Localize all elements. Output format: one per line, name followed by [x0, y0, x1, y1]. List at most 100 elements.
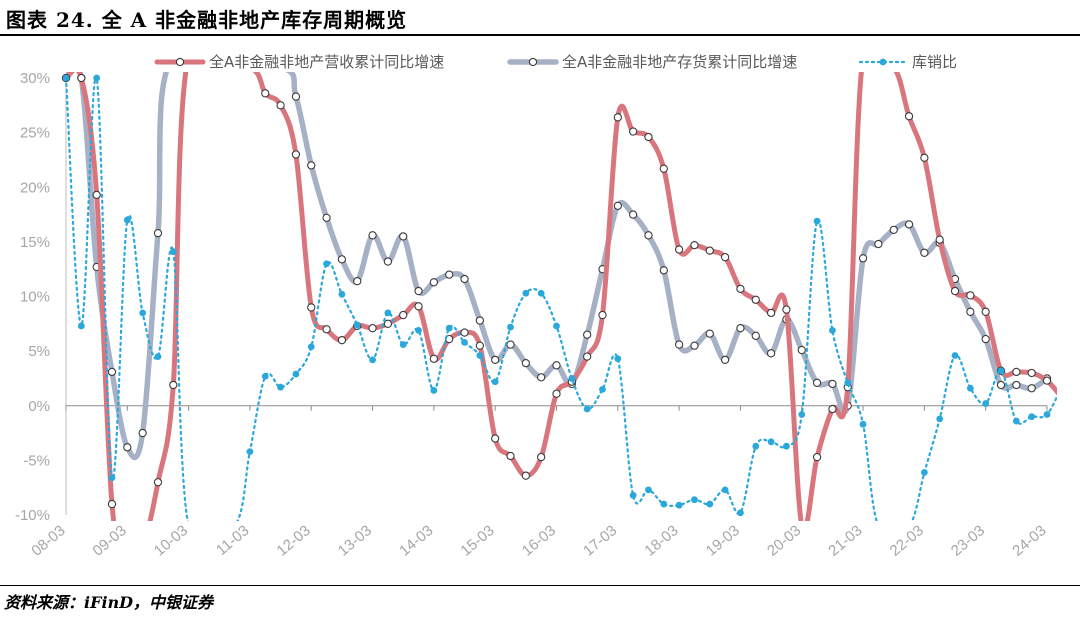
inventory-point — [337, 255, 347, 264]
inventory-point — [920, 248, 929, 257]
ratio-point — [752, 442, 760, 450]
revenue-point — [644, 132, 653, 142]
ratio-point — [553, 322, 560, 330]
inventory-point — [644, 231, 653, 240]
x-tick-label: 08-03 — [28, 522, 68, 560]
series-revenue — [61, 72, 1057, 521]
revenue-point — [153, 478, 163, 487]
inventory-point — [491, 355, 500, 365]
revenue-point — [537, 452, 546, 462]
ratio-point — [997, 367, 1005, 375]
legend-item-revenue: 全A非金融非地产营收累计同比增速 — [154, 53, 444, 71]
inventory-point — [107, 367, 117, 377]
ratio-point — [813, 217, 821, 225]
revenue-point — [1027, 368, 1036, 378]
revenue-point — [782, 305, 791, 314]
x-tick-label: 09-03 — [90, 522, 130, 560]
y-tick-label: 25% — [20, 125, 50, 142]
revenue-point — [445, 334, 454, 344]
inventory-point — [874, 239, 883, 249]
ratio-point — [139, 309, 147, 317]
ratio-point — [614, 355, 622, 363]
inventory-point — [797, 345, 806, 355]
revenue-point — [828, 404, 837, 414]
x-tick-label: 10-03 — [151, 522, 191, 560]
revenue-point — [429, 354, 439, 363]
ratio-point — [920, 468, 928, 476]
ratio-point — [966, 384, 974, 392]
inventory-point — [889, 225, 898, 235]
y-tick-label: -5% — [23, 452, 50, 469]
inventory-point — [1012, 380, 1021, 390]
ratio-point — [399, 341, 407, 348]
inventory-point — [705, 329, 714, 338]
inventory-point — [445, 270, 454, 279]
inventory-point — [138, 428, 147, 438]
revenue-point — [705, 246, 714, 255]
ratio-point — [844, 379, 852, 387]
y-tick-label: 5% — [28, 343, 50, 360]
ratio-point — [691, 496, 698, 504]
ratio-point — [507, 323, 514, 331]
ratio-point — [537, 289, 545, 297]
revenue-point — [107, 499, 117, 509]
ratio-point — [154, 353, 162, 360]
revenue-point — [552, 389, 561, 398]
ratio-point — [829, 326, 836, 334]
inventory-point — [307, 161, 316, 170]
revenue-point — [613, 113, 622, 122]
inventory-point — [736, 324, 745, 333]
revenue-point — [261, 89, 270, 98]
inventory-point — [552, 361, 561, 370]
x-tick-label: 17-03 — [580, 522, 620, 560]
ratio-point — [292, 370, 300, 378]
x-tick-label: 16-03 — [519, 522, 559, 560]
inventory-point — [904, 220, 914, 229]
revenue-point — [92, 190, 101, 200]
ratio-point — [108, 474, 116, 482]
ratio-point — [461, 338, 468, 346]
ratio-point — [93, 74, 101, 82]
revenue-point — [674, 245, 684, 254]
inventory-point — [828, 379, 837, 389]
legend-marker-inventory — [528, 57, 538, 67]
legend: 全A非金融非地产营收累计同比增速 全A非金融非地产存货累计同比增速 库销比 — [154, 53, 957, 71]
x-tick-label: 22-03 — [887, 522, 927, 560]
legend-marker-ratio — [879, 58, 887, 66]
inventory-point — [720, 355, 730, 365]
inventory-point — [1027, 384, 1036, 393]
x-tick-label: 18-03 — [641, 522, 681, 560]
legend-item-ratio: 库销比 — [858, 53, 957, 71]
ratio-point — [338, 290, 346, 298]
revenue-point — [521, 471, 530, 480]
revenue-point — [628, 127, 638, 136]
ratio-point — [706, 500, 714, 508]
inventory-point — [659, 266, 668, 275]
source-note: 资料来源：iFinD，中银证券 — [4, 593, 214, 612]
ratio-point — [783, 442, 790, 450]
ratio-point — [767, 438, 775, 446]
ratio-point — [936, 415, 944, 423]
ratio-point — [430, 387, 438, 394]
ratio-point — [1043, 411, 1051, 418]
legend-item-inventory: 全A非金融非地产存货累计同比增速 — [507, 53, 797, 71]
inventory-point — [583, 330, 592, 339]
ratio-point — [599, 385, 606, 393]
ratio-point — [62, 74, 70, 82]
ratio-point — [675, 501, 683, 509]
revenue-point — [414, 302, 423, 311]
x-tick-label: 14-03 — [396, 522, 436, 560]
ratio-point — [491, 378, 499, 386]
ratio-point — [353, 321, 361, 329]
revenue-point — [460, 328, 469, 337]
ratio-point — [583, 405, 591, 413]
legend-label-inventory: 全A非金融非地产存货累计同比增速 — [562, 53, 797, 71]
ratio-point — [277, 383, 284, 391]
ratio-point — [1028, 413, 1036, 421]
inventory-point — [981, 334, 990, 344]
revenue-point — [368, 324, 377, 333]
axes: -10% -5% 0% 5% 10% 15% 20% 25% 30% 08-03 09-03 10-0… — [15, 70, 1050, 560]
x-tick-label: 11-03 — [213, 522, 252, 559]
legend-label-ratio: 库销比 — [912, 53, 957, 71]
inventory-point — [674, 340, 684, 349]
